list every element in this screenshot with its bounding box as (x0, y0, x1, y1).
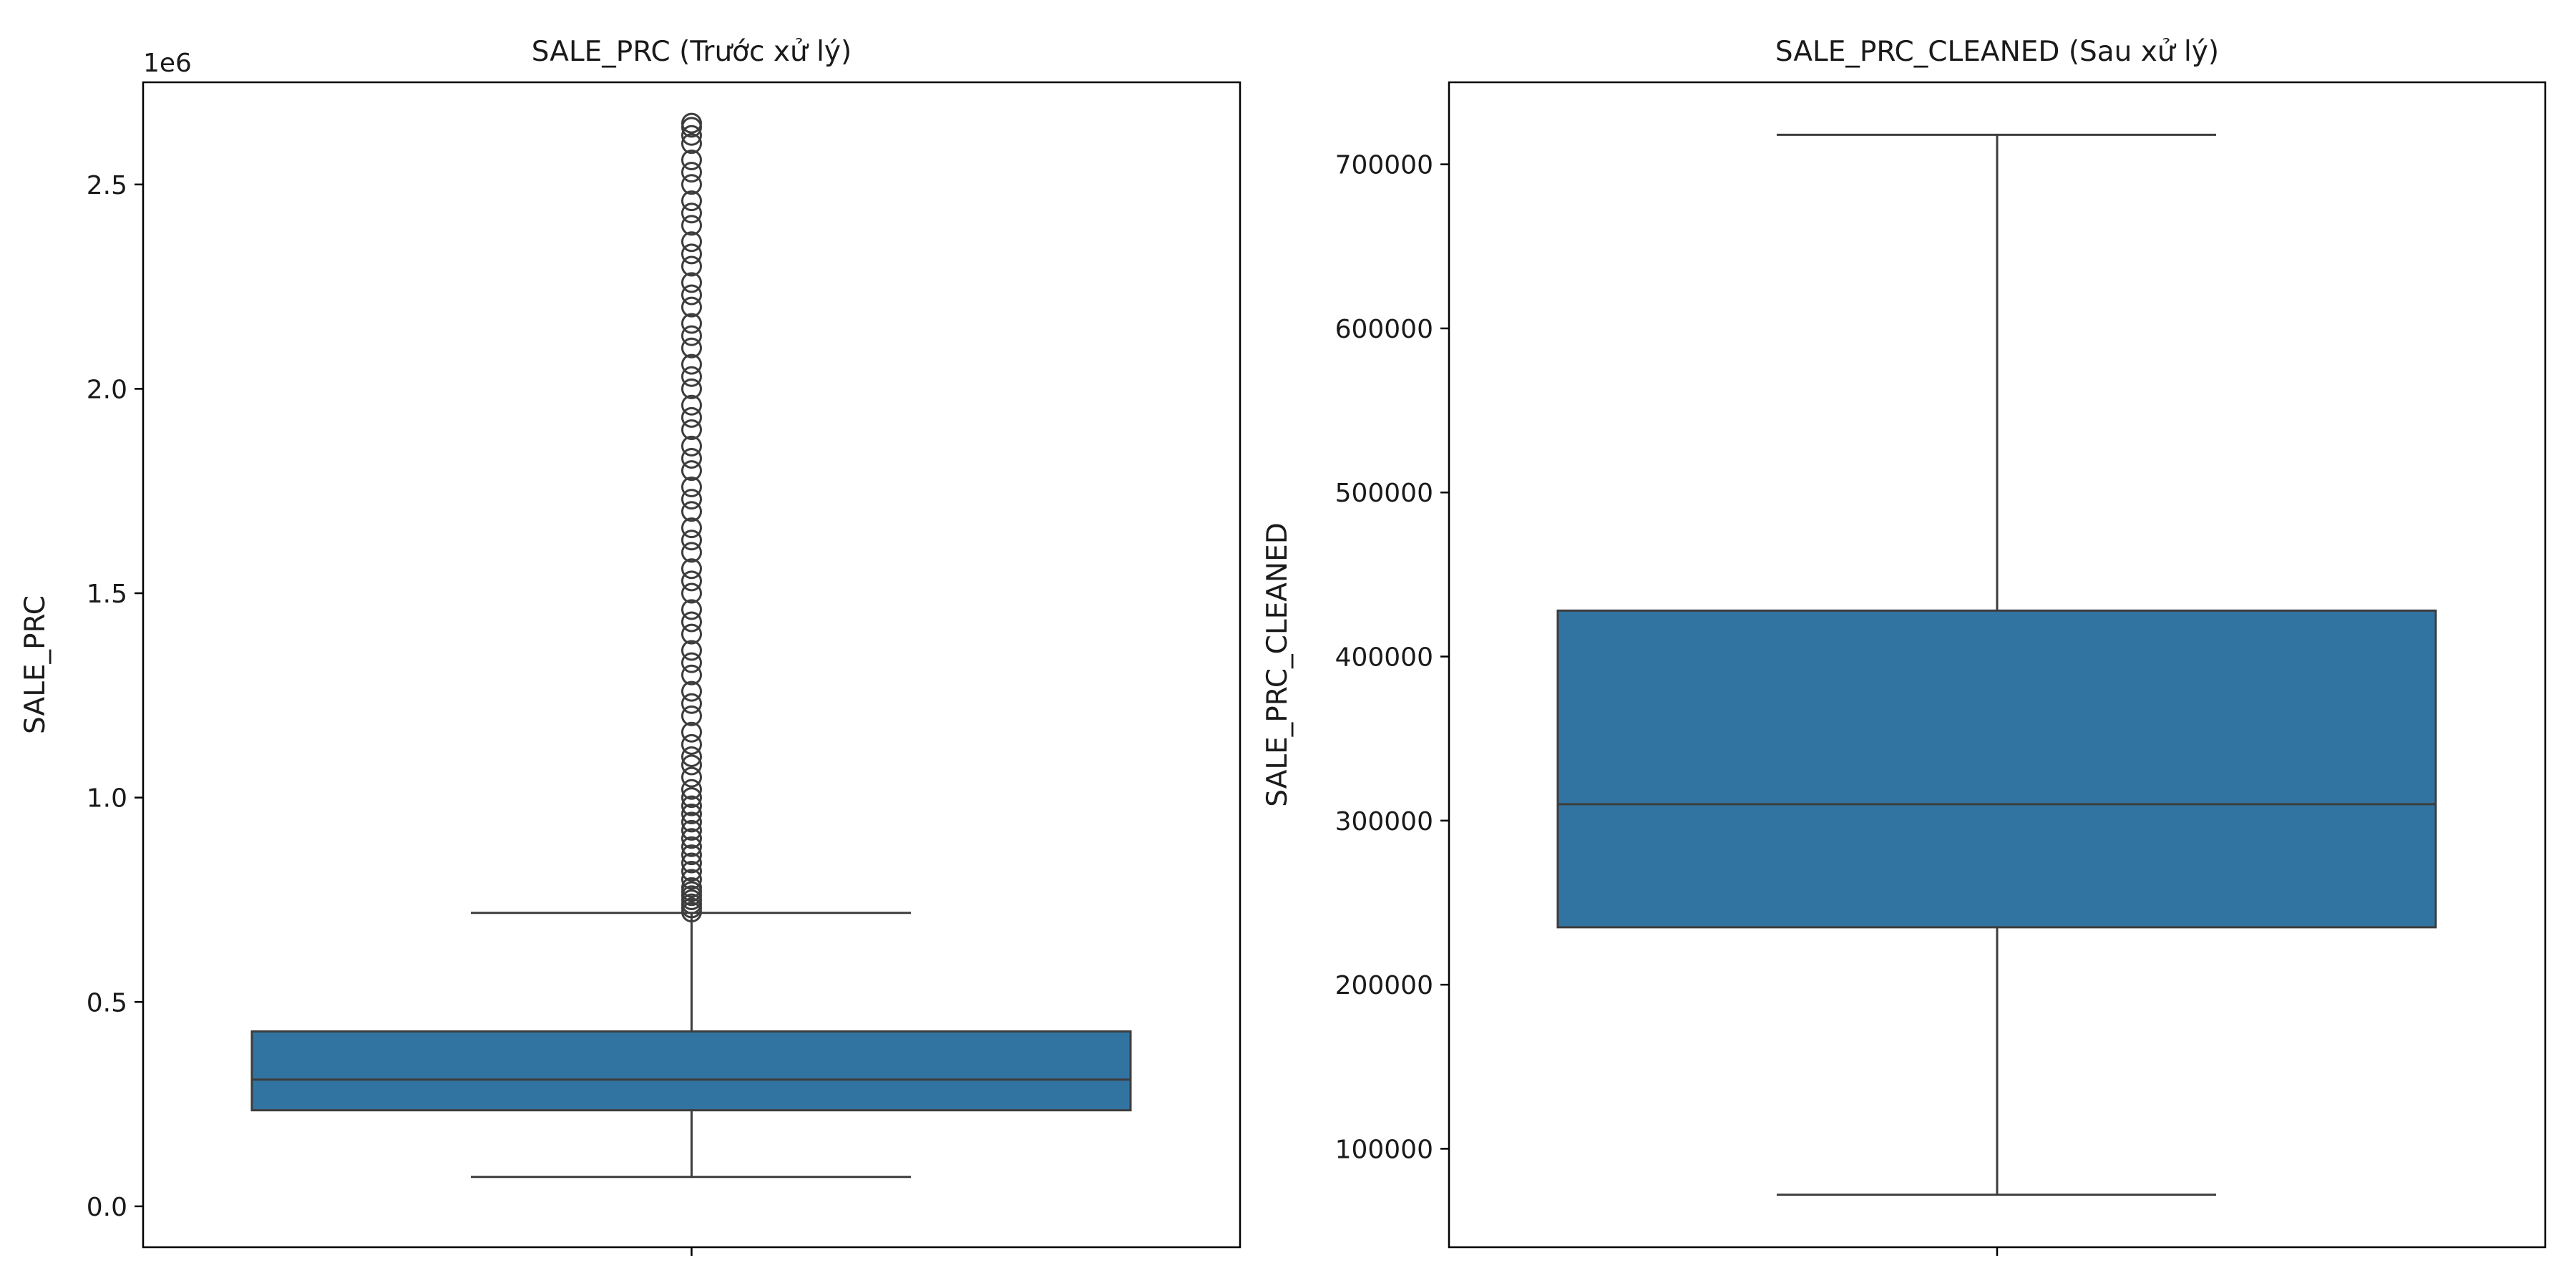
chart-title: SALE_PRC_CLEANED (Sau xử lý) (1775, 36, 2219, 68)
y-offset-label: 1e6 (143, 49, 192, 78)
y-tick-label: 600000 (1335, 315, 1433, 344)
outlier-point (681, 460, 702, 482)
outlier-point (681, 803, 702, 824)
outlier-point (681, 819, 702, 841)
outlier-point (681, 779, 702, 800)
outlier-point (681, 623, 702, 645)
outlier-point (681, 558, 702, 580)
outlier-point (681, 530, 702, 551)
outlier-point (681, 542, 702, 563)
outlier-point (681, 501, 702, 522)
outlier-point (681, 795, 702, 816)
chart-after-cleaning: SALE_PRC_CLEANED (Sau xử lý) SALE_PRC_CLE… (1262, 36, 2547, 1256)
chart-title: SALE_PRC (Trước xử lý) (532, 36, 852, 68)
outlier-point (681, 693, 702, 714)
outlier-point (681, 419, 702, 441)
outlier-point (681, 766, 702, 788)
iqr-box (1556, 609, 2437, 929)
outlier-point (681, 215, 702, 236)
outlier-point (681, 652, 702, 673)
outlier-point (681, 272, 702, 293)
y-tick-label: 2.5 (87, 171, 127, 200)
outlier-point (681, 611, 702, 633)
y-axis-label: SALE_PRC (19, 595, 52, 734)
y-tick-label: 100000 (1335, 1135, 1433, 1164)
outlier-point (681, 231, 702, 253)
outlier-point (681, 174, 702, 195)
outlier-point (681, 243, 702, 265)
outlier-point (681, 162, 702, 183)
outlier-point (681, 811, 702, 833)
outlier-point (681, 828, 702, 849)
outlier-point (681, 517, 702, 539)
outlier-point (681, 680, 702, 702)
iqr-box (250, 1030, 1132, 1112)
outlier-point (681, 860, 702, 882)
outlier-point (681, 582, 702, 604)
outlier-point (681, 203, 702, 224)
outlier-point (681, 844, 702, 866)
y-tick-label: 700000 (1335, 151, 1433, 180)
outlier-point (681, 150, 702, 171)
outlier-point (681, 754, 702, 776)
outlier-point (681, 296, 702, 318)
y-axis-label: SALE_PRC_CLEANED (1262, 522, 1294, 807)
outlier-point (681, 664, 702, 686)
y-tick-label: 2.0 (87, 375, 127, 404)
outlier-point (681, 406, 702, 428)
y-tick-label: 1.0 (87, 784, 127, 814)
outlier-point (681, 435, 702, 457)
outlier-point (681, 366, 702, 387)
y-tick-label: 500000 (1335, 479, 1433, 508)
outlier-point (681, 733, 702, 755)
outlier-point (681, 489, 702, 510)
outlier-point (681, 325, 702, 346)
outlier-point (681, 721, 702, 743)
outlier-point (681, 852, 702, 874)
chart-before-cleaning: SALE_PRC (Trước xử lý) SALE_PRC 1e6 0.0 0.5 1… (19, 36, 1241, 1256)
outlier-point (681, 284, 702, 306)
outlier-point (681, 190, 702, 212)
y-tick-label: 1.5 (87, 580, 127, 609)
outlier-point (681, 125, 702, 146)
outlier-point (681, 570, 702, 592)
outlier-point (681, 448, 702, 469)
outlier-point (681, 746, 702, 768)
y-tick-label: 0.0 (87, 1193, 127, 1222)
y-tick-label: 200000 (1335, 971, 1433, 1000)
outlier-point (681, 133, 702, 155)
y-tick-label: 300000 (1335, 807, 1433, 836)
outlier-point (681, 705, 702, 726)
outlier-point (681, 787, 702, 809)
outlier-point (681, 255, 702, 277)
outlier-point (681, 112, 702, 134)
outlier-point (681, 877, 702, 898)
outlier-point (681, 836, 702, 857)
outlier-point (681, 477, 702, 498)
outlier-point (681, 353, 702, 375)
y-tick-label: 0.5 (87, 988, 127, 1018)
outlier-point (681, 599, 702, 620)
outlier-point (681, 378, 702, 399)
outlier-point (681, 869, 702, 890)
y-tick-label: 400000 (1335, 643, 1433, 673)
outlier-point (681, 337, 702, 358)
outlier-point (681, 640, 702, 661)
outlier-point (681, 394, 702, 416)
outlier-point (681, 313, 702, 334)
